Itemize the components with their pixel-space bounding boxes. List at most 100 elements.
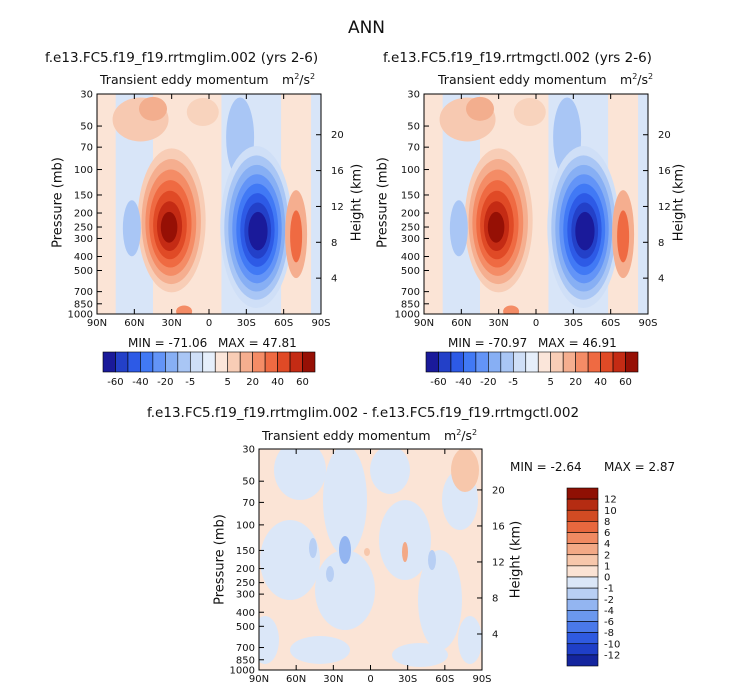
diff-neg-region-2: [323, 449, 367, 555]
panel-2-ytick-label: 850: [401, 299, 420, 310]
panel-3-ytick-label: 1000: [230, 666, 255, 677]
panel-1-ytick-right-label: 16: [331, 166, 344, 177]
colorbar-2-label: 5: [548, 377, 554, 388]
panel-2-field: Transient eddy momentum: [438, 72, 607, 87]
colorbar-3-box: [566, 610, 599, 622]
colorbar-1-box: [165, 351, 179, 373]
panel-1-ytick-label: 100: [74, 165, 93, 176]
panel-1-ytick-label: 400: [74, 252, 93, 263]
colorbar-2-box: [587, 351, 601, 373]
panel-2-units-exp2: 2: [648, 72, 654, 81]
colorbar-1-box: [302, 351, 316, 373]
upper-lobe-nh-core: [139, 96, 167, 121]
panel-3-ytick-right-label: 12: [492, 557, 505, 568]
neg-lobe-60n: [449, 200, 468, 257]
colorbar-2-label: -5: [508, 377, 518, 388]
panel-1-title: f.e13.FC5.f19_f19.rrtmglim.002 (yrs 2-6): [45, 50, 319, 66]
pos-contour-6: [487, 211, 505, 243]
panel-1-ytick-label: 250: [74, 223, 93, 234]
diff-neg-core-3: [309, 538, 317, 558]
colorbar-2-box: [450, 351, 464, 373]
panel-2-xtick-label: 90N: [414, 318, 434, 329]
upper-lobe-nh-core: [466, 96, 494, 121]
panel-1-ytick-label: 50: [80, 122, 93, 133]
colorbar-2-box: [425, 351, 439, 373]
band-sp: [311, 94, 321, 314]
panel-2-ytick-right-label: 4: [658, 274, 664, 285]
panel-2-xtick-label: 30S: [564, 318, 583, 329]
colorbar-2-box: [625, 351, 639, 373]
colorbar-1-box: [115, 351, 129, 373]
figure-title: ANN: [347, 18, 386, 38]
colorbar-1-label: -40: [132, 377, 148, 388]
colorbar-2-box: [525, 351, 539, 373]
panel-2-xtick-label: 60S: [601, 318, 620, 329]
colorbar-2-box: [600, 351, 614, 373]
panel-2-ytick-label: 50: [407, 122, 420, 133]
colorbar-2-label: -40: [455, 377, 471, 388]
diff-neg-region-4: [370, 449, 410, 494]
panel-3-units-mid: /s: [461, 428, 473, 444]
panel-1-units-mid: /s: [299, 72, 311, 88]
colorbar-3-label: -2: [604, 595, 614, 606]
colorbar-3-label: 6: [604, 528, 610, 539]
colorbar-3-box: [566, 521, 599, 533]
panel-3-units-exp2: 2: [472, 428, 478, 437]
panel-2-ytick-right-label: 12: [658, 202, 671, 213]
panel-1-units-exp1: 2: [294, 72, 300, 81]
colorbar-3-box: [566, 509, 599, 522]
panel-3-ytick-label: 50: [242, 477, 255, 488]
panel-2-ytick-label: 200: [401, 209, 420, 220]
pos-lobe-70s-core: [617, 210, 630, 263]
colorbar-3-box: [566, 498, 599, 511]
colorbar-1-label: 40: [271, 377, 284, 388]
panel-3-field: Transient eddy momentum: [262, 428, 431, 443]
panel-3-xtick-label: 60N: [286, 674, 306, 685]
surface-lobe: [503, 305, 520, 314]
panel-3-xtick-label: 60S: [435, 674, 454, 685]
colorbar-3-label: -1: [604, 584, 614, 595]
panel-3-units: m2/s2: [444, 428, 477, 443]
colorbar-2-box: [475, 351, 489, 373]
panel-3-ytick-label: 500: [236, 622, 255, 633]
diff-neg-core-1: [339, 536, 351, 564]
panel-1-ytick-right-label: 4: [331, 274, 337, 285]
colorbar-3-box: [566, 532, 599, 544]
surface-lobe: [176, 305, 193, 314]
panel-2-ytick-label: 1000: [395, 310, 420, 321]
diff-neg-core-2: [326, 566, 334, 582]
panel-3-ytick-label: 150: [236, 546, 255, 557]
neg-contour-7: [575, 211, 595, 251]
panel-2-ytick-label: 500: [401, 266, 420, 277]
panel-3-ytick-label: 70: [242, 498, 255, 509]
panel-1-ytick-label: 500: [74, 266, 93, 277]
panel-3-xtick-label: 90N: [249, 674, 269, 685]
colorbar-2-label: -20: [480, 377, 496, 388]
panel-1-min-label: MIN = -71.06: [128, 336, 208, 350]
colorbar-2-box: [562, 351, 576, 373]
colorbar-3-label: 0: [604, 573, 610, 584]
panel-3-xtick-label: 30S: [398, 674, 417, 685]
panel-3-field: [259, 449, 482, 670]
colorbar-2-box: [438, 351, 452, 373]
panel-3-ytick-label: 850: [236, 655, 255, 666]
colorbar-3-box: [566, 632, 599, 645]
panel-3-ytick-right-label: 8: [492, 593, 498, 604]
panel-2-units: m2/s2: [620, 72, 653, 87]
colorbar-1-box: [140, 351, 154, 373]
upper-lobe-eq: [513, 98, 546, 127]
panel-1-ytick-label: 850: [74, 299, 93, 310]
panel-1-xtick-label: 60N: [124, 318, 144, 329]
panel-1-ytick-label: 200: [74, 209, 93, 220]
panel-1-ytick-label: 1000: [68, 310, 93, 321]
colorbar-1-box: [127, 351, 141, 373]
diff-neg-region-6: [418, 550, 462, 650]
panel-2-ytick-label: 150: [401, 190, 420, 201]
colorbar-3-box: [566, 554, 599, 567]
panel-2-units-base: m: [620, 72, 633, 88]
colorbar-1-label: 5: [225, 377, 231, 388]
colorbar-1-label: 20: [246, 377, 259, 388]
band-np: [97, 94, 116, 314]
panel-3-max-label: MAX = 2.87: [604, 460, 676, 474]
